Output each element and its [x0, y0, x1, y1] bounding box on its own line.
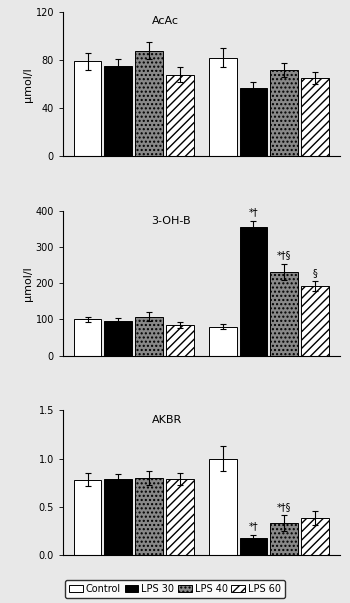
Bar [166, 479, 194, 555]
Bar [270, 272, 298, 356]
Bar [209, 58, 237, 156]
Bar [74, 480, 101, 555]
Bar [74, 320, 101, 356]
Bar [105, 479, 132, 555]
Bar [166, 325, 194, 356]
Text: 3-OH-B: 3-OH-B [152, 215, 191, 226]
Y-axis label: μmol/l: μmol/l [23, 67, 33, 101]
Bar [240, 88, 267, 156]
Bar [270, 523, 298, 555]
Bar [270, 70, 298, 156]
Bar [209, 458, 237, 555]
Bar [74, 62, 101, 156]
Bar [301, 286, 329, 356]
Text: *†§: *†§ [277, 502, 292, 512]
Legend: Control, LPS 30, LPS 40, LPS 60: Control, LPS 30, LPS 40, LPS 60 [65, 580, 285, 598]
Y-axis label: μmol/l: μmol/l [23, 266, 33, 301]
Text: §: § [313, 268, 317, 277]
Bar [135, 478, 163, 555]
Bar [301, 518, 329, 555]
Text: *†: *† [248, 521, 258, 531]
Bar [209, 327, 237, 356]
Bar [105, 66, 132, 156]
Text: AKBR: AKBR [152, 415, 182, 425]
Bar [240, 227, 267, 356]
Bar [135, 51, 163, 156]
Bar [105, 321, 132, 356]
Text: AcAc: AcAc [152, 16, 178, 27]
Text: *†§: *†§ [277, 250, 292, 260]
Bar [135, 317, 163, 356]
Bar [240, 538, 267, 555]
Text: *†: *† [248, 207, 258, 217]
Bar [301, 78, 329, 156]
Bar [166, 75, 194, 156]
